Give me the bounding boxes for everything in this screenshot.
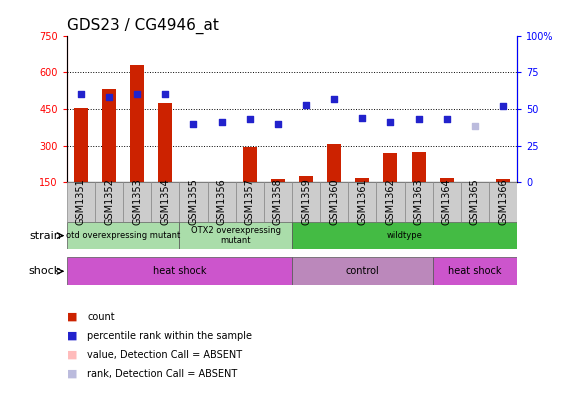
FancyBboxPatch shape: [433, 182, 461, 222]
Text: GSM1360: GSM1360: [329, 179, 339, 225]
Bar: [299, 176, 313, 182]
Point: [358, 114, 367, 121]
FancyBboxPatch shape: [236, 182, 264, 222]
Text: percentile rank within the sample: percentile rank within the sample: [87, 331, 252, 341]
Text: GSM1363: GSM1363: [414, 179, 424, 225]
Bar: [158, 103, 173, 182]
FancyBboxPatch shape: [292, 257, 433, 285]
FancyBboxPatch shape: [95, 182, 123, 222]
Text: ■: ■: [67, 312, 77, 322]
Bar: [243, 147, 257, 182]
Text: rank, Detection Call = ABSENT: rank, Detection Call = ABSENT: [87, 369, 238, 379]
Point: [217, 119, 226, 125]
Point: [442, 116, 451, 122]
Text: GDS23 / CG4946_at: GDS23 / CG4946_at: [67, 18, 218, 34]
Text: value, Detection Call = ABSENT: value, Detection Call = ABSENT: [87, 350, 242, 360]
Point: [105, 94, 114, 100]
FancyBboxPatch shape: [151, 182, 180, 222]
Text: shock: shock: [28, 266, 61, 276]
FancyBboxPatch shape: [207, 182, 236, 222]
Bar: [271, 179, 285, 182]
FancyBboxPatch shape: [180, 182, 207, 222]
Bar: [411, 152, 426, 182]
Bar: [383, 153, 397, 182]
Bar: [440, 178, 454, 182]
Text: wildtype: wildtype: [386, 231, 422, 240]
Text: strain: strain: [29, 230, 61, 241]
Point: [161, 91, 170, 97]
FancyBboxPatch shape: [348, 182, 376, 222]
FancyBboxPatch shape: [67, 257, 292, 285]
FancyBboxPatch shape: [292, 182, 320, 222]
Text: otd overexpressing mutant: otd overexpressing mutant: [66, 231, 180, 240]
Text: GSM1362: GSM1362: [385, 179, 396, 225]
Text: ■: ■: [67, 331, 77, 341]
Text: GSM1355: GSM1355: [188, 179, 199, 225]
FancyBboxPatch shape: [461, 182, 489, 222]
Text: GSM1354: GSM1354: [160, 179, 170, 225]
Point: [273, 120, 282, 127]
Point: [386, 119, 395, 125]
Point: [132, 91, 142, 97]
Bar: [355, 178, 370, 182]
Text: heat shock: heat shock: [153, 266, 206, 276]
Text: ■: ■: [67, 350, 77, 360]
Point: [245, 116, 254, 122]
Bar: [327, 144, 341, 182]
FancyBboxPatch shape: [320, 182, 348, 222]
FancyBboxPatch shape: [264, 182, 292, 222]
Text: count: count: [87, 312, 115, 322]
FancyBboxPatch shape: [376, 182, 404, 222]
Point: [76, 91, 85, 97]
Text: GSM1365: GSM1365: [470, 179, 480, 225]
Text: GSM1351: GSM1351: [76, 179, 86, 225]
Text: GSM1364: GSM1364: [442, 179, 452, 225]
Text: control: control: [346, 266, 379, 276]
Point: [302, 101, 311, 108]
FancyBboxPatch shape: [404, 182, 433, 222]
FancyBboxPatch shape: [433, 257, 517, 285]
Bar: [102, 89, 116, 182]
Bar: [130, 65, 144, 182]
Text: GSM1366: GSM1366: [498, 179, 508, 225]
Bar: [496, 179, 510, 182]
Point: [329, 95, 339, 102]
FancyBboxPatch shape: [67, 222, 180, 249]
Text: GSM1358: GSM1358: [273, 179, 283, 225]
FancyBboxPatch shape: [489, 182, 517, 222]
Point: [470, 123, 479, 129]
Text: GSM1352: GSM1352: [104, 179, 114, 225]
Text: ■: ■: [67, 369, 77, 379]
Bar: [74, 108, 88, 182]
Point: [189, 120, 198, 127]
FancyBboxPatch shape: [180, 222, 292, 249]
Text: GSM1359: GSM1359: [301, 179, 311, 225]
FancyBboxPatch shape: [67, 182, 95, 222]
Text: heat shock: heat shock: [448, 266, 501, 276]
Text: GSM1356: GSM1356: [217, 179, 227, 225]
Point: [414, 116, 423, 122]
Text: GSM1353: GSM1353: [132, 179, 142, 225]
Text: GSM1357: GSM1357: [245, 179, 254, 225]
FancyBboxPatch shape: [292, 222, 517, 249]
FancyBboxPatch shape: [123, 182, 151, 222]
Point: [498, 103, 508, 109]
Text: OTX2 overexpressing
mutant: OTX2 overexpressing mutant: [191, 226, 281, 245]
Text: GSM1361: GSM1361: [357, 179, 367, 225]
